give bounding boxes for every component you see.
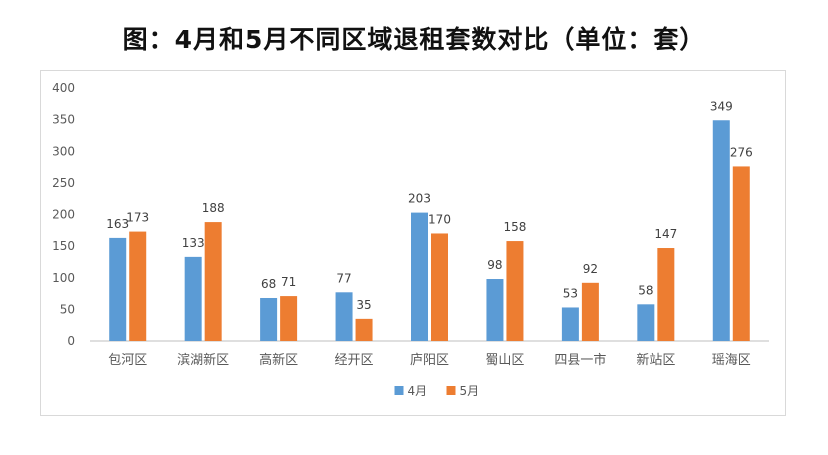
- data-label: 170: [428, 212, 451, 226]
- legend-swatch: [394, 386, 404, 395]
- y-tick-label: 350: [52, 113, 75, 127]
- x-tick-label: 高新区: [259, 352, 298, 368]
- data-label: 147: [654, 227, 677, 241]
- data-label: 58: [638, 283, 653, 297]
- y-tick-label: 300: [52, 144, 75, 158]
- data-label: 71: [281, 275, 296, 289]
- bar-may: [581, 282, 599, 341]
- data-label: 133: [182, 236, 205, 250]
- data-label: 77: [336, 271, 351, 285]
- bar-may: [431, 233, 448, 341]
- bar-april: [712, 120, 730, 341]
- x-tick-label: 蜀山区: [485, 353, 524, 368]
- y-tick-label: 100: [52, 271, 75, 285]
- data-label: 92: [583, 262, 598, 276]
- bar-april: [561, 307, 579, 341]
- legend-label: 4月: [408, 384, 428, 398]
- data-label: 98: [487, 258, 502, 272]
- bar-april: [335, 292, 353, 341]
- data-label: 349: [710, 99, 733, 113]
- y-tick-label: 150: [52, 239, 75, 253]
- bar-april: [486, 279, 504, 341]
- chart-title: 图：4月和5月不同区域退租套数对比（单位：套）: [122, 25, 706, 54]
- y-tick-label: 200: [52, 208, 75, 222]
- bar-may: [732, 166, 750, 341]
- data-label: 158: [503, 220, 526, 234]
- bar-april: [637, 304, 655, 341]
- y-tick-label: 250: [52, 176, 75, 190]
- legend-label: 5月: [460, 384, 480, 398]
- chart-container: 0 50 100 150 200 250 300 350 400 163 173 包河区 133 188 滨…: [40, 70, 786, 416]
- x-tick-label: 瑶海区: [712, 353, 751, 368]
- data-label: 276: [730, 145, 753, 159]
- bar-may: [129, 231, 147, 341]
- data-label: 203: [408, 192, 431, 206]
- bar-april: [411, 212, 428, 341]
- y-tick-label: 0: [67, 334, 75, 348]
- bar-april: [184, 256, 202, 341]
- y-tick-label: 50: [60, 302, 75, 316]
- data-label: 35: [356, 298, 371, 312]
- x-tick-label: 庐阳区: [410, 353, 449, 368]
- y-tick-label: 400: [52, 81, 75, 95]
- x-tick-label: 新站区: [636, 352, 675, 368]
- x-tick-label: 滨湖新区: [177, 352, 229, 368]
- bar-may: [657, 248, 675, 341]
- bar-april: [109, 237, 127, 341]
- data-label: 188: [202, 201, 225, 215]
- bar-april: [260, 297, 278, 341]
- bar-may: [280, 296, 298, 341]
- bar-may: [506, 241, 524, 341]
- data-label: 68: [261, 277, 276, 291]
- bar-may: [355, 318, 373, 341]
- bar-may: [204, 222, 222, 341]
- x-tick-label: 四县一市: [554, 352, 606, 368]
- x-tick-label: 包河区: [108, 353, 147, 368]
- x-tick-label: 经开区: [335, 353, 374, 368]
- data-label: 53: [563, 286, 578, 300]
- data-label: 173: [126, 211, 149, 225]
- data-label: 163: [106, 217, 129, 231]
- legend-swatch: [446, 386, 456, 395]
